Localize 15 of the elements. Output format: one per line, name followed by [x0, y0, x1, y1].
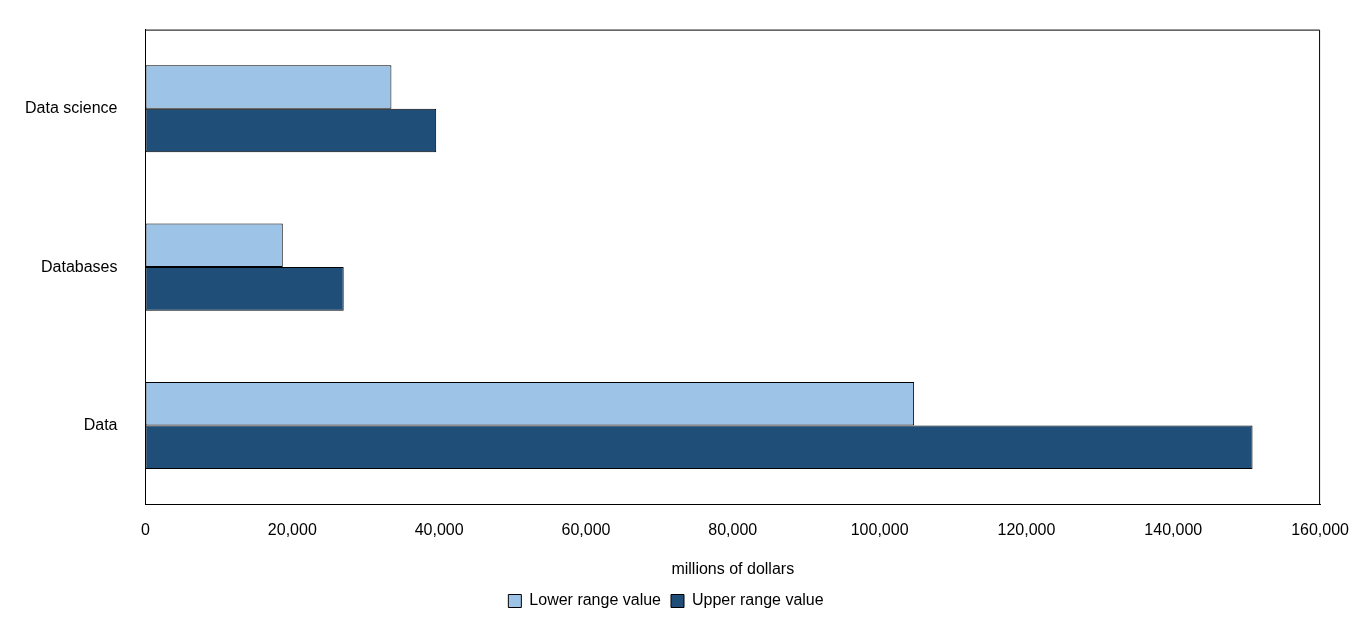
y-tick-label: Data science: [24, 99, 118, 117]
x-tick-label: 80,000: [708, 520, 758, 538]
x-tick-label: 100,000: [850, 520, 909, 538]
x-tick-label: 0: [141, 520, 151, 538]
x-tick-label: 140,000: [1144, 520, 1203, 538]
x-tick-label: 40,000: [414, 520, 464, 538]
x-tick-label: 160,000: [1291, 520, 1350, 538]
y-tick-label: Databases: [40, 257, 118, 275]
y-tick-label: Data: [83, 415, 118, 433]
x-axis-title: millions of dollars: [671, 559, 795, 577]
x-tick-label: 20,000: [267, 520, 317, 538]
legend-label: Upper range value: [692, 591, 824, 609]
x-tick-label: 60,000: [561, 520, 611, 538]
x-tick-label: 120,000: [997, 520, 1056, 538]
legend-label: Lower range value: [529, 591, 662, 609]
